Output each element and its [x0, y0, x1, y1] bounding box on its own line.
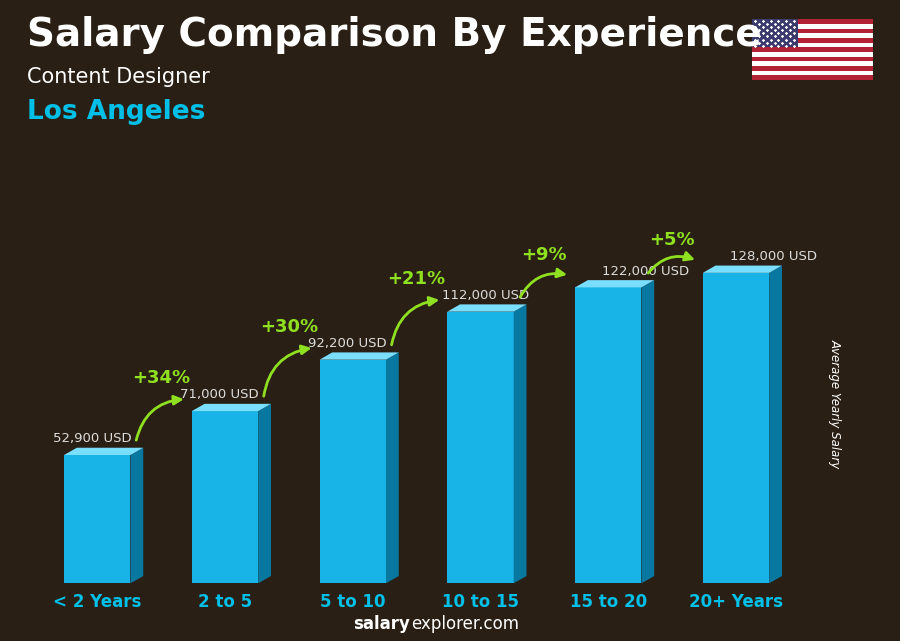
Text: 112,000 USD: 112,000 USD — [442, 289, 529, 302]
Bar — [752, 38, 873, 43]
Polygon shape — [703, 265, 782, 273]
Polygon shape — [447, 312, 514, 583]
Polygon shape — [320, 360, 386, 583]
Polygon shape — [130, 447, 143, 583]
Polygon shape — [447, 304, 526, 312]
Text: 71,000 USD: 71,000 USD — [180, 388, 259, 401]
Polygon shape — [386, 353, 399, 583]
Text: salary: salary — [353, 615, 410, 633]
Text: Salary Comparison By Experience: Salary Comparison By Experience — [27, 16, 761, 54]
Polygon shape — [320, 353, 399, 360]
Bar — [752, 19, 873, 24]
Polygon shape — [258, 404, 271, 583]
Bar — [752, 29, 873, 33]
Bar — [752, 19, 797, 47]
Text: Content Designer: Content Designer — [27, 67, 210, 87]
Bar — [752, 56, 873, 62]
Bar — [752, 24, 873, 29]
Polygon shape — [64, 447, 143, 455]
Bar — [752, 66, 873, 71]
Text: +21%: +21% — [388, 270, 446, 288]
Polygon shape — [703, 273, 770, 583]
Bar — [752, 33, 873, 38]
Text: +9%: +9% — [521, 246, 567, 263]
Polygon shape — [192, 411, 258, 583]
Text: +30%: +30% — [260, 318, 318, 336]
Bar — [752, 47, 873, 52]
Text: explorer.com: explorer.com — [411, 615, 519, 633]
Bar — [752, 62, 873, 66]
Bar — [752, 43, 873, 47]
Polygon shape — [514, 304, 526, 583]
Text: 52,900 USD: 52,900 USD — [52, 432, 131, 445]
Polygon shape — [192, 404, 271, 411]
Text: +34%: +34% — [132, 369, 190, 387]
Text: 128,000 USD: 128,000 USD — [730, 250, 816, 263]
Polygon shape — [64, 455, 130, 583]
Text: Average Yearly Salary: Average Yearly Salary — [829, 339, 842, 469]
Bar — [752, 52, 873, 56]
Bar — [752, 71, 873, 76]
Bar — [752, 76, 873, 80]
Text: 92,200 USD: 92,200 USD — [308, 337, 387, 350]
Polygon shape — [770, 265, 782, 583]
Text: +5%: +5% — [649, 231, 695, 249]
Polygon shape — [575, 287, 642, 583]
Polygon shape — [575, 280, 654, 287]
Polygon shape — [642, 280, 654, 583]
Text: Los Angeles: Los Angeles — [27, 99, 205, 126]
Text: 122,000 USD: 122,000 USD — [602, 265, 689, 278]
